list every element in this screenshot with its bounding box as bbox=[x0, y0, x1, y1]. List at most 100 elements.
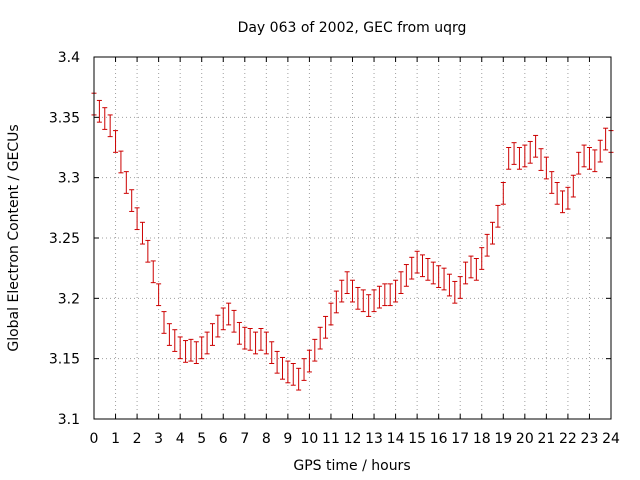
error-bar bbox=[350, 279, 355, 303]
error-bar bbox=[199, 336, 205, 360]
error-bar bbox=[188, 338, 194, 362]
error-bar bbox=[414, 250, 420, 274]
x-tick-label: 4 bbox=[176, 431, 185, 447]
error-bar bbox=[490, 221, 496, 245]
error-bar bbox=[549, 171, 555, 194]
error-bar bbox=[484, 233, 490, 257]
error-bar bbox=[113, 130, 119, 153]
x-tick-label: 2 bbox=[133, 431, 142, 447]
error-bar bbox=[452, 280, 458, 304]
error-bar bbox=[543, 156, 549, 180]
error-bar bbox=[560, 190, 566, 214]
error-bar bbox=[193, 341, 199, 364]
error-bar bbox=[533, 134, 539, 158]
x-tick-label: 18 bbox=[473, 431, 491, 447]
error-bar bbox=[123, 171, 129, 194]
error-bar bbox=[576, 151, 582, 175]
x-tick-label: 10 bbox=[301, 431, 319, 447]
y-tick-label: 3.1 bbox=[58, 412, 80, 428]
error-bar bbox=[441, 267, 447, 291]
error-bar bbox=[129, 189, 135, 212]
error-bar bbox=[134, 207, 140, 231]
error-bar bbox=[436, 265, 442, 288]
y-tick-label: 3.3 bbox=[58, 171, 80, 187]
y-axis-label: Global Electron Content / GECUs bbox=[6, 124, 22, 351]
error-bar bbox=[479, 247, 485, 270]
error-bar bbox=[279, 356, 285, 380]
error-bar bbox=[371, 289, 377, 313]
error-bar bbox=[516, 147, 522, 170]
error-bar bbox=[150, 260, 156, 284]
y-tick-label: 3.35 bbox=[49, 110, 80, 126]
error-bar bbox=[242, 326, 248, 350]
plot-frame bbox=[93, 56, 612, 420]
y-tick-label: 3.4 bbox=[58, 50, 80, 66]
error-bar bbox=[172, 329, 178, 352]
error-bar bbox=[398, 271, 404, 295]
error-bar bbox=[597, 139, 603, 163]
error-bar bbox=[565, 186, 571, 210]
axis-ticks bbox=[93, 56, 612, 420]
x-tick-label: 21 bbox=[537, 431, 555, 447]
series-gec bbox=[91, 92, 614, 391]
y-tick-label: 3.15 bbox=[49, 352, 80, 368]
error-bar bbox=[328, 302, 334, 326]
error-bar bbox=[209, 323, 215, 346]
error-bar bbox=[344, 271, 350, 295]
error-bar bbox=[376, 285, 382, 309]
error-bar bbox=[231, 309, 237, 333]
error-bar bbox=[457, 276, 463, 299]
error-bar bbox=[166, 323, 172, 346]
x-tick-label: 1 bbox=[111, 431, 120, 447]
error-bar bbox=[473, 258, 479, 281]
x-tick-label: 23 bbox=[581, 431, 599, 447]
error-bar bbox=[468, 255, 474, 279]
grid bbox=[94, 57, 611, 419]
error-bar bbox=[570, 174, 576, 198]
error-bar bbox=[538, 148, 544, 171]
x-tick-label: 13 bbox=[365, 431, 383, 447]
x-tick-label: 3 bbox=[154, 431, 163, 447]
error-bar bbox=[317, 326, 323, 350]
error-bar bbox=[603, 127, 609, 151]
error-bar bbox=[301, 358, 307, 381]
error-bar bbox=[226, 302, 232, 326]
error-bar bbox=[495, 204, 501, 228]
error-bar bbox=[425, 258, 431, 281]
error-bar bbox=[446, 273, 452, 297]
error-bar bbox=[220, 307, 226, 331]
x-axis-label: GPS time / hours bbox=[293, 458, 410, 474]
error-bar bbox=[253, 331, 259, 355]
x-tick-label: 16 bbox=[430, 431, 448, 447]
error-bar bbox=[430, 261, 436, 285]
error-bar bbox=[258, 328, 264, 351]
error-bar bbox=[506, 147, 512, 170]
error-bar bbox=[290, 362, 296, 386]
error-bar bbox=[554, 181, 560, 205]
error-bar bbox=[500, 181, 506, 205]
chart-title: Day 063 of 2002, GEC from uqrg bbox=[238, 20, 467, 36]
x-tick-labels: 0 1 2 3 4 5 6 7 8 9 10 11 12 13 14 15 16 17 18 19 20 21 22 23 24 bbox=[90, 431, 620, 447]
x-tick-label: 9 bbox=[283, 431, 292, 447]
error-bar bbox=[274, 350, 280, 374]
error-bar bbox=[263, 331, 269, 355]
error-bar bbox=[312, 338, 318, 362]
error-bar bbox=[161, 311, 167, 334]
x-tick-label: 6 bbox=[219, 431, 228, 447]
error-bar bbox=[102, 107, 108, 130]
error-bar bbox=[366, 294, 372, 317]
error-bar bbox=[139, 221, 145, 245]
x-tick-label: 17 bbox=[451, 431, 469, 447]
error-bar bbox=[156, 283, 162, 307]
error-bar bbox=[215, 314, 221, 338]
error-bar bbox=[247, 328, 253, 351]
error-bar bbox=[586, 147, 592, 170]
x-tick-label: 20 bbox=[516, 431, 534, 447]
x-tick-label: 24 bbox=[602, 431, 620, 447]
error-bar bbox=[118, 150, 124, 174]
x-tick-label: 19 bbox=[494, 431, 512, 447]
error-bar bbox=[463, 261, 469, 285]
y-tick-label: 3.25 bbox=[49, 231, 80, 247]
error-bar bbox=[177, 336, 183, 360]
